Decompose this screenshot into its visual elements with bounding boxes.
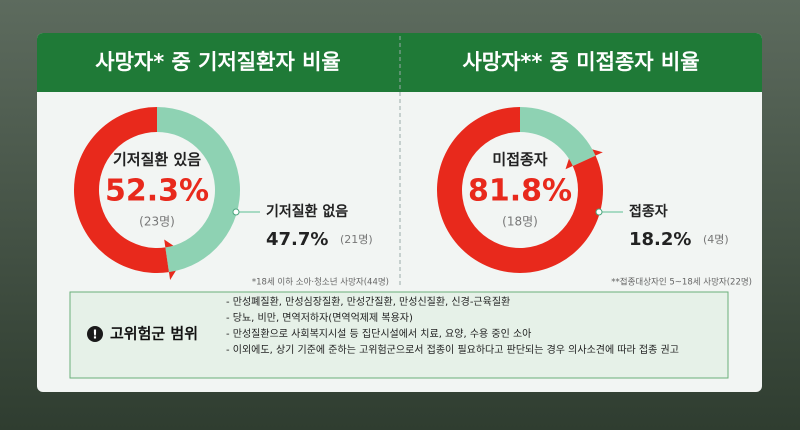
donut-segment <box>436 107 603 273</box>
side-label: 접종자 <box>629 204 668 220</box>
footnote: **접종대상자인 5~18세 사망자(22명) <box>611 277 752 288</box>
side-count: (4명) <box>703 233 729 246</box>
high-risk-item: - 이외에도, 상기 기준에 준하는 고위험군으로서 접종이 필요하다고 판단되… <box>226 343 679 356</box>
chart-title: 사망자** 중 미접종자 비율 <box>462 50 699 74</box>
connector-dot <box>595 208 603 216</box>
high-risk-item: - 만성질환으로 사회복지시설 등 집단시설에서 치료, 요양, 수용 중인 소… <box>226 328 531 340</box>
high-risk-item: - 만성폐질환, 만성심장질환, 만성간질환, 만성신질환, 신경-근육질환 <box>226 295 510 308</box>
side-count: (21명) <box>340 233 373 246</box>
alert-icon <box>87 326 103 342</box>
side-value: 47.7% <box>266 229 328 250</box>
donut-segment <box>520 107 596 166</box>
alert-mark: ! <box>92 328 97 342</box>
donut-segment <box>157 107 241 273</box>
center-label: 미접종자 <box>492 151 547 169</box>
side-value: 18.2% <box>629 229 691 250</box>
center-count: (18명) <box>502 215 538 229</box>
donut-segment <box>74 107 169 273</box>
header-band <box>37 33 762 92</box>
high-risk-box <box>69 291 729 379</box>
high-risk-title: 고위험군 범위 <box>110 325 198 343</box>
center-label: 기저질환 있음 <box>113 151 201 169</box>
center-count: (23명) <box>139 215 175 229</box>
high-risk-item: - 당뇨, 비만, 면역저하자(면역억제제 복용자) <box>226 311 413 324</box>
connector-dot <box>232 208 240 216</box>
center-value: 52.3% <box>105 174 209 209</box>
footnote: *18세 이하 소아·청소년 사망자(44명) <box>252 277 389 288</box>
chart-title: 사망자* 중 기저질환자 비율 <box>95 50 340 74</box>
side-label: 기저질환 없음 <box>266 203 348 220</box>
center-value: 81.8% <box>468 174 572 209</box>
